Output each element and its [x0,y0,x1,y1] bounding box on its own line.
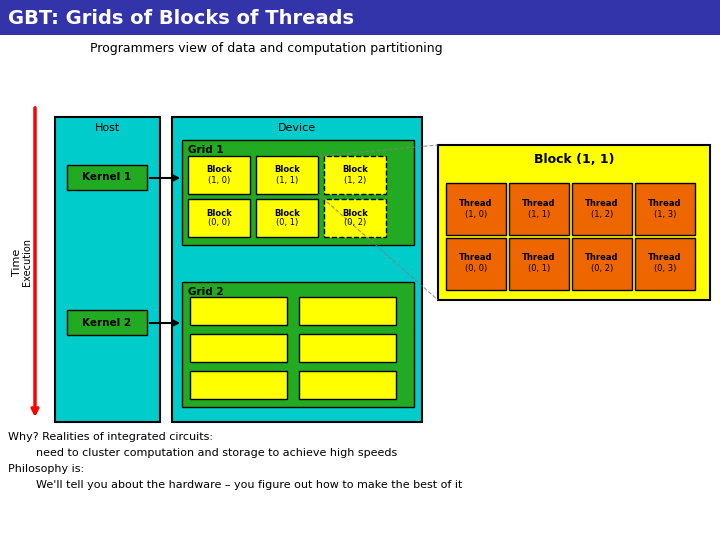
Text: Host: Host [95,123,120,133]
Bar [509,183,569,235]
Text: Grid 2: Grid 2 [188,287,224,297]
Bar [0,0,720,35]
Bar [190,297,287,325]
Bar [67,165,147,190]
Text: (1, 1): (1, 1) [276,176,298,185]
Text: Thread: Thread [459,253,492,262]
Bar [256,199,318,237]
Text: (0, 1): (0, 1) [528,265,550,273]
Text: Time: Time [12,248,22,275]
Bar [446,238,506,290]
Bar [188,156,250,194]
Bar [635,238,695,290]
Text: Block: Block [342,208,368,218]
Bar [635,183,695,235]
Text: GBT: Grids of Blocks of Threads: GBT: Grids of Blocks of Threads [8,9,354,28]
Text: Why? Realities of integrated circuits:: Why? Realities of integrated circuits: [8,432,213,442]
Text: Thread: Thread [648,253,682,262]
Text: (1, 0): (1, 0) [465,210,487,219]
Text: Block: Block [206,165,232,174]
Bar [182,282,414,407]
Text: (1, 0): (1, 0) [208,176,230,185]
Text: Thread: Thread [585,253,618,262]
Bar [324,199,386,237]
Text: Thread: Thread [522,253,556,262]
Text: Block (1, 1): Block (1, 1) [534,153,614,166]
Bar [299,371,396,399]
Text: Thread: Thread [585,199,618,207]
Bar [67,310,147,335]
Text: (0, 0): (0, 0) [465,265,487,273]
Text: Grid 1: Grid 1 [188,145,224,155]
Text: Programmers view of data and computation partitioning: Programmers view of data and computation… [90,42,443,55]
Text: (1, 3): (1, 3) [654,210,676,219]
Text: Thread: Thread [459,199,492,207]
Text: (0, 2): (0, 2) [591,265,613,273]
Text: Thread: Thread [522,199,556,207]
Text: Execution: Execution [22,238,32,286]
Text: (1, 2): (1, 2) [344,176,366,185]
Text: Thread: Thread [648,199,682,207]
Bar [190,371,287,399]
Text: (0, 2): (0, 2) [344,219,366,227]
Bar [188,199,250,237]
Bar [299,334,396,362]
Bar [509,238,569,290]
Bar [438,145,710,300]
Text: Device: Device [278,123,316,133]
Text: Block: Block [206,208,232,218]
Text: (0, 3): (0, 3) [654,265,676,273]
Bar [572,183,632,235]
Text: need to cluster computation and storage to achieve high speeds: need to cluster computation and storage … [8,448,397,458]
Text: (1, 1): (1, 1) [528,210,550,219]
Text: (0, 1): (0, 1) [276,219,298,227]
Bar [172,117,422,422]
Text: Kernel 1: Kernel 1 [82,172,132,183]
Bar [299,297,396,325]
Text: Block: Block [342,165,368,174]
Bar [190,334,287,362]
Text: (1, 2): (1, 2) [591,210,613,219]
Text: Block: Block [274,165,300,174]
Bar [55,117,160,422]
Bar [324,156,386,194]
Bar [572,238,632,290]
Text: Kernel 2: Kernel 2 [82,318,132,327]
Bar [446,183,506,235]
Bar [256,156,318,194]
Text: Block: Block [274,208,300,218]
Text: We'll tell you about the hardware – you figure out how to make the best of it: We'll tell you about the hardware – you … [8,480,462,490]
Text: (0, 0): (0, 0) [208,219,230,227]
Text: Philosophy is:: Philosophy is: [8,464,84,474]
Bar [182,140,414,245]
